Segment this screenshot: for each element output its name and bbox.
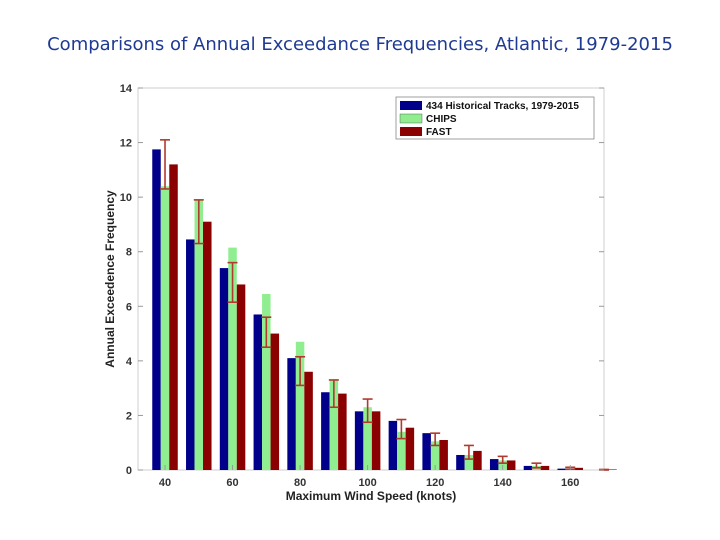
bar-historical-80 [287,358,296,470]
plot-area [137,87,605,471]
bar-fast-170 [608,469,617,470]
bar-fast-130 [473,450,482,470]
error-bars-layer [160,139,609,471]
bar-historical-90 [321,392,330,470]
legend: 434 Historical Tracks, 1979-2015 CHIPS F… [395,96,595,140]
x-tick-label-60: 60 [226,477,238,489]
bar-fast-60 [236,284,246,470]
bar-historical-60 [219,268,229,470]
bar-fast-100 [371,411,381,470]
x-tick-label-120: 120 [426,477,444,489]
bar-chips-50 [194,199,204,470]
bar-historical-150 [523,465,533,470]
bar-fast-80 [304,371,313,470]
x-tick-label-160: 160 [561,477,579,489]
bars-layer [152,149,617,471]
x-tick-label-140: 140 [494,477,512,489]
bar-historical-40 [152,149,161,470]
legend-label-chips: CHIPS [426,114,457,125]
y-tick-label-2: 2 [126,410,132,422]
bar-historical-110 [388,420,398,470]
bar-historical-130 [456,454,465,470]
legend-label-historical: 434 Historical Tracks, 1979-2015 [426,101,579,112]
bar-historical-120 [422,433,431,470]
y-tick-label-0: 0 [126,465,132,477]
y-axis-label: Annual Exceedence Frequency [103,190,117,368]
legend-swatch-chips [399,113,423,124]
y-tick-label-14: 14 [120,83,133,95]
bar-chips-110 [397,431,406,470]
bar-historical-160 [557,468,566,470]
legend-swatch-historical [400,101,422,110]
slide-title: Comparisons of Annual Exceedance Frequen… [47,34,673,55]
x-tick-label-40: 40 [159,477,171,489]
bar-historical-70 [253,314,263,470]
y-tick-label-12: 12 [120,138,132,150]
bar-fast-160 [574,467,583,470]
bar-chips-40 [160,186,170,471]
axes-layer: 0 2 4 6 8 10 12 14 40 60 80 100 120 140 160 [120,83,604,489]
bar-chips-60 [228,247,237,470]
bar-historical-100 [354,411,364,470]
legend-swatch-fast [400,127,422,136]
bar-chips-90 [329,379,339,470]
bar-chips-70 [262,294,271,470]
legend-box [395,96,595,140]
bar-chips-130 [464,454,474,470]
bar-historical-140 [489,459,499,470]
bar-fast-140 [506,460,516,470]
y-tick-label-6: 6 [126,301,132,313]
x-axis-label: Maximum Wind Speed (knots) [286,489,457,503]
y-tick-label-4: 4 [126,356,133,368]
bar-fast-50 [203,221,212,470]
bar-fast-110 [405,427,415,470]
bar-fast-40 [169,164,178,470]
bar-historical-50 [186,239,195,470]
bar-fast-90 [338,393,347,470]
bar-fast-120 [439,439,448,470]
bar-fast-150 [540,465,550,470]
bar-chips-100 [363,407,372,470]
x-tick-label-100: 100 [358,477,376,489]
bar-chips-120 [430,441,440,470]
legend-label-fast: FAST [426,127,452,138]
y-tick-label-10: 10 [120,192,132,204]
bar-chips-80 [295,341,305,470]
y-tick-label-8: 8 [126,247,132,259]
x-tick-label-80: 80 [294,477,306,489]
bar-fast-70 [270,333,280,470]
